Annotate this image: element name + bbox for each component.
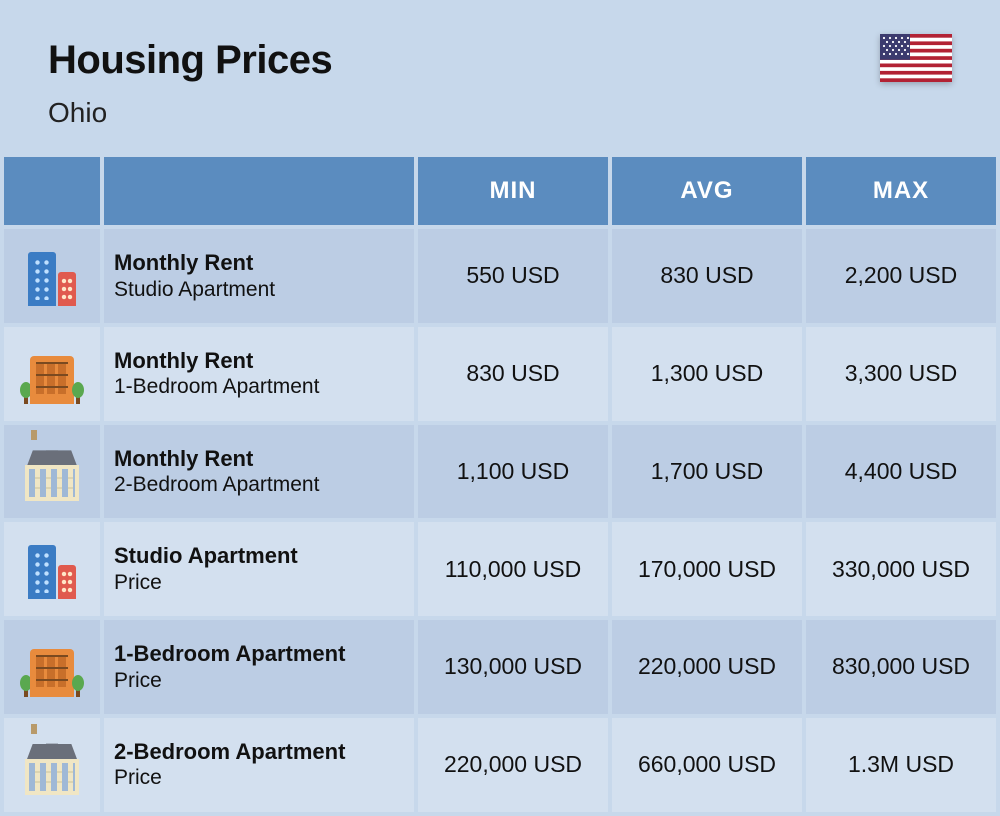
cell-min: 830 USD	[418, 327, 608, 421]
cell-avg: 220,000 USD	[612, 620, 802, 714]
page-subtitle: Ohio	[48, 97, 952, 129]
col-avg: AVG	[612, 157, 802, 225]
building-icon	[4, 620, 100, 714]
cell-max: 330,000 USD	[806, 522, 996, 616]
building-icon	[4, 425, 100, 519]
cell-max: 1.3M USD	[806, 718, 996, 812]
cell-max: 3,300 USD	[806, 327, 996, 421]
cell-avg: 660,000 USD	[612, 718, 802, 812]
building-icon	[4, 327, 100, 421]
row-label: Monthly Rent2-Bedroom Apartment	[104, 425, 414, 519]
cell-min: 110,000 USD	[418, 522, 608, 616]
row-title: 1-Bedroom Apartment	[114, 640, 406, 668]
table-row: Monthly Rent1-Bedroom Apartment830 USD1,…	[4, 327, 996, 421]
row-title: Monthly Rent	[114, 347, 406, 375]
row-title: Monthly Rent	[114, 445, 406, 473]
col-max: MAX	[806, 157, 996, 225]
cell-max: 2,200 USD	[806, 229, 996, 323]
cell-avg: 1,300 USD	[612, 327, 802, 421]
page-title: Housing Prices	[48, 38, 952, 83]
row-label: Monthly RentStudio Apartment	[104, 229, 414, 323]
cell-avg: 830 USD	[612, 229, 802, 323]
building-icon	[4, 522, 100, 616]
table-row: 1-Bedroom ApartmentPrice130,000 USD220,0…	[4, 620, 996, 714]
building-icon	[4, 718, 100, 812]
cell-min: 220,000 USD	[418, 718, 608, 812]
col-min: MIN	[418, 157, 608, 225]
cell-max: 4,400 USD	[806, 425, 996, 519]
table-row: Monthly Rent2-Bedroom Apartment1,100 USD…	[4, 425, 996, 519]
row-subtitle: 2-Bedroom Apartment	[114, 472, 406, 498]
row-label: 2-Bedroom ApartmentPrice	[104, 718, 414, 812]
row-title: Monthly Rent	[114, 249, 406, 277]
row-title: 2-Bedroom Apartment	[114, 738, 406, 766]
row-label: Monthly Rent1-Bedroom Apartment	[104, 327, 414, 421]
row-subtitle: Price	[114, 570, 406, 596]
page-header: Housing Prices Ohio	[0, 0, 1000, 153]
row-subtitle: Price	[114, 765, 406, 791]
us-flag-icon	[880, 34, 952, 82]
row-label: 1-Bedroom ApartmentPrice	[104, 620, 414, 714]
cell-max: 830,000 USD	[806, 620, 996, 714]
row-subtitle: Price	[114, 668, 406, 694]
table-row: Studio ApartmentPrice110,000 USD170,000 …	[4, 522, 996, 616]
cell-min: 1,100 USD	[418, 425, 608, 519]
row-subtitle: 1-Bedroom Apartment	[114, 374, 406, 400]
table-header-row: MIN AVG MAX	[4, 157, 996, 225]
col-icon	[4, 157, 100, 225]
row-subtitle: Studio Apartment	[114, 277, 406, 303]
housing-prices-table: MIN AVG MAX Monthly RentStudio Apartment…	[0, 153, 1000, 816]
row-title: Studio Apartment	[114, 542, 406, 570]
row-label: Studio ApartmentPrice	[104, 522, 414, 616]
cell-avg: 1,700 USD	[612, 425, 802, 519]
cell-avg: 170,000 USD	[612, 522, 802, 616]
cell-min: 550 USD	[418, 229, 608, 323]
table-row: 2-Bedroom ApartmentPrice220,000 USD660,0…	[4, 718, 996, 812]
building-icon	[4, 229, 100, 323]
table-row: Monthly RentStudio Apartment550 USD830 U…	[4, 229, 996, 323]
col-label	[104, 157, 414, 225]
cell-min: 130,000 USD	[418, 620, 608, 714]
